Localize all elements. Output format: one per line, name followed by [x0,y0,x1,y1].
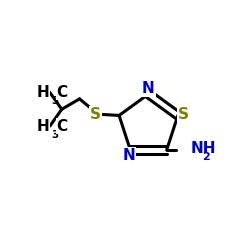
Text: N: N [142,81,155,96]
Text: H: H [37,85,50,100]
Text: NH: NH [190,141,216,156]
Text: C: C [56,118,67,134]
Text: 3: 3 [51,130,58,140]
Text: 2: 2 [202,152,209,162]
Text: C: C [56,85,67,100]
Text: H: H [37,118,50,134]
Text: 3: 3 [51,96,58,106]
Text: N: N [123,148,136,163]
Text: S: S [178,107,189,122]
Text: S: S [90,107,101,122]
